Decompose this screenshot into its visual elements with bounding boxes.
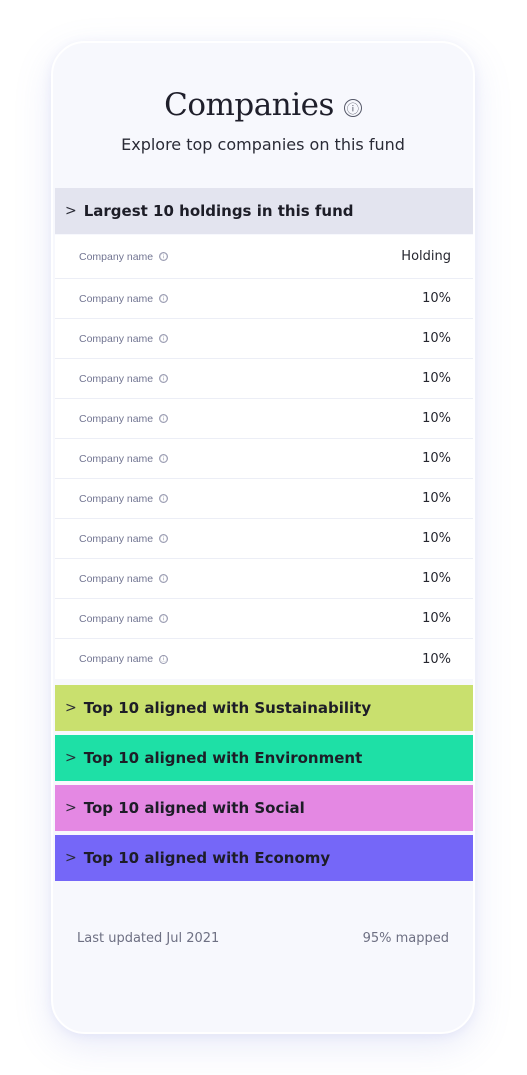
section-economy[interactable]: > Top 10 aligned with Economy — [55, 835, 473, 881]
section-label: Largest 10 holdings in this fund — [83, 202, 354, 220]
info-icon[interactable]: ⓘ — [159, 252, 169, 261]
info-icon[interactable]: ⓘ — [343, 99, 362, 117]
company-name-label: Company name — [79, 492, 154, 505]
page-title: Companies — [164, 87, 334, 123]
table-row: Company name ⓘ 10% — [55, 399, 473, 439]
company-name-label: Company name — [79, 572, 154, 585]
table-row: Company name ⓘ 10% — [55, 439, 473, 479]
company-name-label: Company name — [79, 412, 154, 425]
company-name-cell[interactable]: Company name ⓘ — [79, 559, 169, 598]
company-name-label: Company name — [79, 653, 154, 665]
company-name-label: Company name — [79, 292, 154, 305]
info-icon[interactable]: ⓘ — [159, 374, 169, 383]
section-label: Top 10 aligned with Social — [83, 799, 305, 817]
section-social[interactable]: > Top 10 aligned with Social — [55, 785, 473, 831]
chevron-right-icon: > — [65, 850, 77, 866]
section-label: Top 10 aligned with Sustainability — [83, 699, 372, 717]
info-icon[interactable]: ⓘ — [159, 654, 169, 664]
section-label: Top 10 aligned with Environment — [83, 749, 363, 767]
table-row: Company name ⓘ 10% — [55, 319, 473, 359]
holding-value: 10% — [422, 331, 451, 346]
section-largest-holdings[interactable]: > Largest 10 holdings in this fund — [55, 188, 473, 234]
company-name-label: Company name — [79, 372, 154, 385]
company-name-cell[interactable]: Company name ⓘ — [79, 479, 169, 518]
holding-value: 10% — [422, 491, 451, 506]
chevron-right-icon: > — [65, 203, 77, 219]
section-sustainability[interactable]: > Top 10 aligned with Sustainability — [55, 685, 473, 731]
section-label: Top 10 aligned with Economy — [83, 849, 331, 867]
table-row: Company name ⓘ 10% — [55, 519, 473, 559]
title-row: Companies ⓘ — [53, 87, 473, 123]
info-icon[interactable]: ⓘ — [159, 614, 169, 623]
chevron-right-icon: > — [65, 700, 77, 716]
company-name-cell[interactable]: Company name ⓘ — [79, 639, 169, 679]
holding-value: 10% — [422, 371, 451, 386]
last-updated-text: Last updated Jul 2021 — [77, 931, 220, 946]
section-environment[interactable]: > Top 10 aligned with Environment — [55, 735, 473, 781]
company-name-cell[interactable]: Company name ⓘ — [79, 599, 169, 638]
company-name-cell[interactable]: Company name ⓘ — [79, 279, 169, 318]
holding-value: 10% — [422, 451, 451, 466]
holding-value: 10% — [422, 411, 451, 426]
company-name-cell[interactable]: Company name ⓘ — [79, 439, 169, 478]
table-row: Company name ⓘ 10% — [55, 279, 473, 319]
table-header-row: Company name ⓘ Holding — [55, 235, 473, 279]
company-name-label: Company name — [79, 612, 154, 625]
table-row: Company name ⓘ 10% — [55, 479, 473, 519]
company-name-cell[interactable]: Company name ⓘ — [79, 399, 169, 438]
info-icon[interactable]: ⓘ — [159, 534, 169, 543]
table-row: Company name ⓘ 10% — [55, 599, 473, 639]
chevron-right-icon: > — [65, 750, 77, 766]
company-name-label: Company name — [79, 532, 154, 545]
company-name-cell[interactable]: Company name ⓘ — [79, 359, 169, 398]
info-icon[interactable]: ⓘ — [159, 334, 169, 343]
column-header-company: Company name ⓘ — [79, 235, 169, 278]
info-icon[interactable]: ⓘ — [159, 574, 169, 583]
holding-value: 10% — [422, 531, 451, 546]
company-name-label: Company name — [79, 332, 154, 345]
info-icon[interactable]: ⓘ — [159, 454, 169, 463]
info-icon[interactable]: ⓘ — [159, 414, 169, 423]
company-name-label: Company name — [79, 250, 154, 263]
info-icon[interactable]: ⓘ — [159, 494, 169, 503]
holding-value: 10% — [422, 651, 451, 667]
holding-value: 10% — [422, 611, 451, 626]
table-row: Company name ⓘ 10% — [55, 359, 473, 399]
info-icon[interactable]: ⓘ — [159, 294, 169, 303]
company-name-cell[interactable]: Company name ⓘ — [79, 519, 169, 558]
chevron-right-icon: > — [65, 800, 77, 816]
table-row: Company name ⓘ 10% — [55, 639, 473, 679]
table-row: Company name ⓘ 10% — [55, 559, 473, 599]
companies-card: Companies ⓘ Explore top companies on thi… — [51, 41, 475, 1034]
company-name-label: Company name — [79, 452, 154, 465]
mapped-percentage-text: 95% mapped — [362, 931, 449, 946]
column-header-holding: Holding — [401, 249, 451, 264]
page-subtitle: Explore top companies on this fund — [121, 135, 405, 154]
holdings-table: Company name ⓘ Holding Company name ⓘ 10% C… — [55, 235, 473, 679]
company-name-cell[interactable]: Company name ⓘ — [79, 319, 169, 358]
holding-value: 10% — [422, 571, 451, 586]
holding-value: 10% — [422, 291, 451, 306]
